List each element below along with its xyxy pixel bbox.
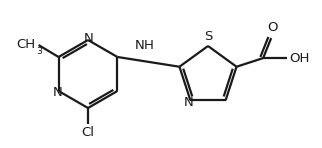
Text: 3: 3 — [37, 47, 43, 56]
Text: S: S — [204, 30, 212, 43]
Text: Cl: Cl — [81, 126, 94, 139]
Text: N: N — [184, 96, 193, 109]
Text: CH: CH — [16, 37, 35, 50]
Text: N: N — [84, 33, 94, 45]
Text: N: N — [53, 86, 62, 99]
Text: OH: OH — [289, 52, 309, 65]
Text: H: H — [144, 39, 153, 52]
Text: O: O — [267, 21, 278, 34]
Text: N: N — [135, 39, 145, 52]
